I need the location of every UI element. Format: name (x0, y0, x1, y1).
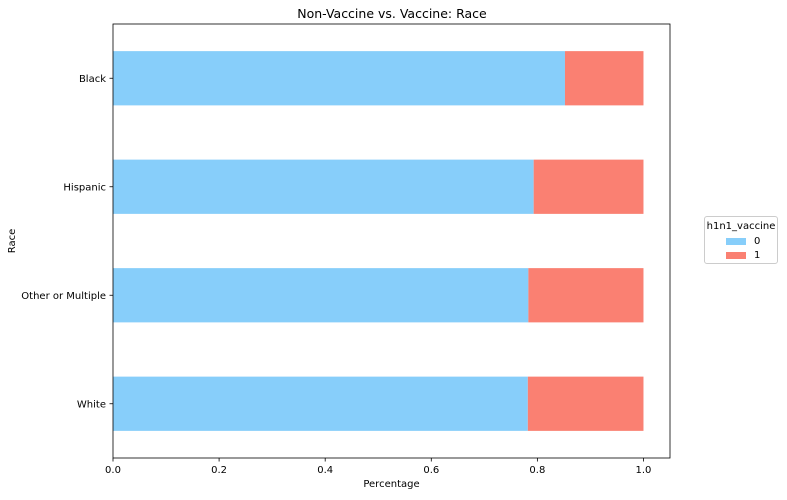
x-tick-label-0: 0.0 (105, 465, 121, 476)
chart-title: Non-Vaccine vs. Vaccine: Race (297, 6, 487, 21)
legend-item-1: 1 (726, 249, 776, 263)
legend-label-1: 1 (754, 250, 761, 261)
y-tick-label-other-or-multiple: Other or Multiple (21, 291, 106, 302)
legend-item-0: 0 (726, 235, 776, 249)
bar-black-series-0 (113, 51, 565, 106)
bar-other-or-multiple-series-1 (528, 268, 644, 323)
legend-label-0: 0 (754, 236, 761, 247)
legend-swatch-0 (726, 238, 746, 245)
bar-white-series-1 (527, 376, 644, 431)
y-axis-ticks: Black Hispanic Other or Multiple White (21, 74, 113, 410)
bar-hispanic-series-1 (533, 159, 644, 214)
x-tick-label-4: 0.8 (529, 465, 545, 476)
legend-swatch-1 (726, 252, 746, 259)
bars-layer (113, 51, 644, 431)
y-axis-label: Race (7, 229, 18, 254)
x-axis-ticks: 0.0 0.2 0.4 0.6 0.8 1.0 (105, 458, 651, 476)
x-tick-label-3: 0.6 (423, 465, 439, 476)
x-axis-label: Percentage (363, 479, 419, 490)
y-tick-label-hispanic: Hispanic (63, 182, 106, 193)
bar-white-series-0 (113, 376, 528, 431)
plot-area-frame (112, 23, 671, 459)
bar-black-series-1 (564, 51, 644, 106)
bar-other-or-multiple-series-0 (113, 268, 529, 323)
x-tick-label-5: 1.0 (636, 465, 652, 476)
y-tick-label-white: White (77, 399, 106, 410)
legend-title: h1n1_vaccine (706, 221, 776, 232)
x-tick-label-2: 0.4 (317, 465, 333, 476)
bar-hispanic-series-0 (113, 159, 534, 214)
y-tick-label-black: Black (79, 74, 106, 85)
x-tick-label-1: 0.2 (211, 465, 227, 476)
legend: h1n1_vaccine 0 1 (704, 216, 778, 264)
